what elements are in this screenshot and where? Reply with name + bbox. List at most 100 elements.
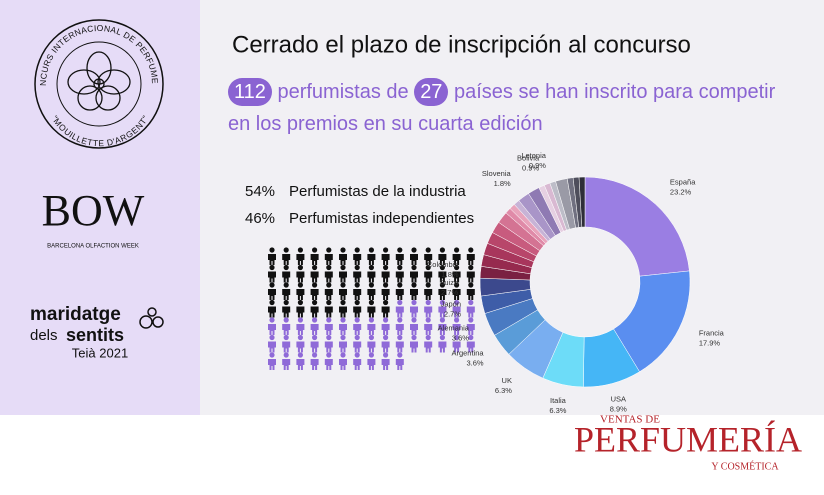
icon-body — [438, 341, 447, 353]
count-badge: 112 — [228, 78, 272, 106]
person-icon — [296, 299, 305, 318]
icon-head — [283, 299, 289, 306]
stat-value: 46% — [245, 210, 275, 227]
icon-body — [381, 359, 390, 370]
icon-head — [283, 264, 289, 271]
icon-head — [439, 334, 445, 341]
person-icon — [381, 352, 390, 370]
icon-body — [353, 324, 362, 335]
person-icon — [268, 352, 276, 370]
icon-head — [269, 334, 275, 341]
icon-head — [340, 352, 346, 358]
person-icon — [296, 282, 305, 300]
slice-value: 6.3% — [549, 406, 566, 415]
icon-body — [296, 341, 305, 353]
person-icon — [466, 282, 475, 300]
person-icon — [395, 299, 404, 318]
slice-value: 2.7% — [444, 310, 461, 319]
person-icon — [268, 282, 276, 300]
person-icon — [310, 334, 319, 353]
person-icon — [381, 282, 390, 300]
icon-body — [339, 324, 347, 335]
icon-head — [297, 282, 303, 288]
icon-head — [312, 282, 318, 288]
icon-body — [381, 324, 390, 335]
icon-body — [466, 271, 475, 283]
icon-head — [354, 317, 360, 323]
icon-body — [282, 324, 291, 335]
teia: Teià 2021 — [72, 345, 128, 360]
person-icon — [367, 334, 376, 353]
icon-head — [411, 317, 417, 323]
icon-body — [424, 289, 433, 300]
person-icon — [268, 334, 276, 353]
person-icon — [339, 264, 347, 283]
icon-body — [296, 254, 305, 265]
icon-body — [395, 324, 404, 335]
dels: dels — [30, 327, 58, 344]
icon-body — [367, 359, 376, 370]
icon-body — [296, 359, 305, 370]
stat-label: Perfumistas independientes — [289, 210, 474, 227]
person-icon — [339, 317, 347, 335]
icon-head — [397, 352, 403, 358]
person-icon — [367, 247, 376, 265]
icon-head — [354, 299, 360, 306]
icon-head — [297, 334, 303, 341]
person-icon — [452, 317, 461, 335]
slice-value: 23.2% — [670, 188, 692, 197]
icon-head — [439, 247, 445, 253]
subtitle-text: en los premios en su cuarta edición — [228, 113, 543, 135]
person-icon — [395, 264, 404, 283]
person-icon — [381, 334, 390, 353]
icon-body — [324, 359, 333, 370]
icon-body — [353, 271, 362, 283]
icon-head — [425, 247, 431, 253]
donut-slice — [584, 176, 690, 277]
icon-body — [353, 341, 362, 353]
icon-head — [454, 247, 460, 253]
slice-value: 0.9% — [522, 164, 539, 173]
icon-head — [383, 282, 389, 288]
person-icon — [310, 247, 319, 265]
icon-head — [383, 299, 389, 306]
icon-body — [367, 254, 376, 265]
icon-head — [383, 317, 389, 323]
person-icon — [282, 282, 291, 300]
icon-body — [282, 254, 291, 265]
icon-body — [324, 306, 333, 318]
person-icon — [452, 247, 461, 265]
icon-head — [326, 299, 332, 306]
icon-body — [395, 341, 404, 353]
maridatge: maridatge — [30, 304, 121, 325]
person-icon — [395, 317, 404, 335]
slice-value: 1.8% — [441, 270, 458, 279]
person-icon — [296, 317, 305, 335]
icon-body — [466, 306, 475, 318]
icon-head — [454, 334, 460, 341]
icon-body — [282, 306, 291, 318]
person-icon — [324, 264, 333, 283]
icon-body — [466, 289, 475, 300]
icon-body — [410, 341, 418, 353]
icon-head — [397, 282, 403, 288]
person-icon — [410, 317, 418, 335]
person-icon — [324, 317, 333, 335]
person-icon — [395, 334, 404, 353]
slice-label: Italia — [550, 396, 567, 405]
person-icon — [381, 247, 390, 265]
icon-head — [397, 334, 403, 341]
icon-body — [310, 289, 319, 300]
person-icon — [310, 264, 319, 283]
icon-body — [395, 306, 404, 318]
icon-head — [383, 352, 389, 358]
icon-body — [438, 254, 447, 265]
person-icon — [324, 247, 333, 265]
icon-head — [368, 282, 374, 288]
slice-value: 3.6% — [466, 358, 483, 367]
slice-label: Slovenia — [482, 169, 512, 178]
icon-head — [439, 282, 445, 288]
icon-body — [339, 254, 347, 265]
icon-body — [324, 289, 333, 300]
